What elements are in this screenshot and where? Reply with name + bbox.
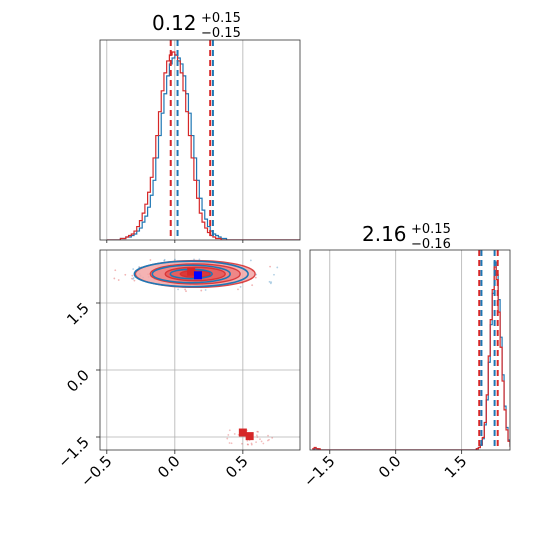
tick-labels: −0.5 0.0 0.5 −1.5 0.0 1.5 −1.5 0.0 1.5 <box>54 240 470 491</box>
scatter-point <box>184 288 187 291</box>
scatter-point <box>241 442 243 445</box>
scatter-point <box>163 259 166 262</box>
scatter-point <box>226 437 229 440</box>
x-tick-label-param1: 0.0 <box>375 452 405 482</box>
y-tick-label-param1: 0.0 <box>63 366 93 396</box>
scatter-point <box>114 269 117 272</box>
histogram-param1 <box>309 249 511 451</box>
scatter-point <box>254 276 257 279</box>
scatter-point <box>174 258 176 261</box>
scatter-point <box>262 442 265 445</box>
scatter-point <box>256 436 259 438</box>
scatter-point <box>124 273 127 276</box>
scatter-point <box>200 289 203 292</box>
scatter-point <box>185 290 187 293</box>
contour-series-a <box>151 264 231 284</box>
histogram-param0 <box>99 39 301 241</box>
y-tick-label-param1: 1.5 <box>63 299 93 329</box>
scatter-point <box>247 443 249 446</box>
scatter-point <box>246 439 249 442</box>
scatter-point <box>256 430 259 433</box>
scatter-point <box>133 279 136 282</box>
joint-density-panel <box>99 249 301 451</box>
scatter-point <box>227 434 230 436</box>
scatter-point <box>132 268 135 270</box>
scatter-point <box>237 288 239 291</box>
marker-series-b <box>245 432 254 441</box>
histogram-line-series_a <box>106 54 300 240</box>
title-param1-value: 2.16 <box>362 222 407 246</box>
scatter-point <box>131 274 134 277</box>
scatter-point <box>228 442 231 444</box>
x-tick-label-param0: −0.5 <box>77 452 115 490</box>
histogram-line-series_b <box>312 266 510 450</box>
scatter-point <box>268 280 271 283</box>
scatter-point <box>255 441 257 444</box>
x-tick-label-param0: 0.0 <box>154 452 184 482</box>
scatter-point <box>269 265 271 268</box>
scatter-point <box>268 438 270 441</box>
scatter-point <box>256 434 258 437</box>
histogram-line-series_a <box>312 261 510 450</box>
scatter-point <box>259 438 261 441</box>
scatter-point <box>260 440 263 443</box>
scatter-point <box>117 279 120 281</box>
scatter-point <box>270 281 273 284</box>
scatter-point <box>198 258 201 261</box>
panel-frame <box>99 249 301 451</box>
marker-series-b <box>187 267 196 276</box>
scatter-point <box>177 288 179 291</box>
panel-frame <box>309 249 511 451</box>
marker-series-b <box>238 428 247 437</box>
title-param1: 2.16 +0.15 −0.16 <box>362 222 451 252</box>
scatter-point <box>132 278 134 280</box>
scatter-point <box>273 273 275 276</box>
contour-series-a <box>133 260 249 288</box>
scatter-point <box>163 258 166 261</box>
scatter-point <box>138 266 140 269</box>
scatter-point <box>233 433 236 435</box>
scatter-point <box>130 277 133 280</box>
marker-series-a <box>193 271 202 280</box>
x-tick-label-param0: 0.5 <box>222 452 252 482</box>
scatter-point <box>149 259 152 261</box>
panel-frame <box>99 39 301 241</box>
scatter-point <box>250 443 253 446</box>
scatter-point <box>204 289 207 291</box>
title-param0-plus: +0.15 <box>201 11 241 26</box>
x-tick-label-param1: 1.5 <box>441 452 471 482</box>
scatter-point <box>271 436 274 439</box>
title-param0: 0.12 +0.15 −0.15 <box>152 11 241 41</box>
x-tick-label-param1: −1.5 <box>300 452 338 490</box>
scatter-point <box>249 259 252 262</box>
scatter-point <box>250 442 253 445</box>
y-tick-label-param1: −1.5 <box>54 433 92 471</box>
histogram-line-series_b <box>106 51 300 240</box>
scatter-point <box>266 439 269 442</box>
scatter-point <box>269 282 272 285</box>
scatter-point <box>132 276 135 279</box>
scatter-point <box>257 430 259 433</box>
title-param0-minus: −0.15 <box>201 26 241 41</box>
title-param0-value: 0.12 <box>152 11 197 35</box>
scatter-point <box>239 285 242 288</box>
scatter-point <box>276 266 279 269</box>
scatter-point <box>246 443 249 446</box>
scatter-point <box>113 277 116 280</box>
scatter-point <box>228 429 231 432</box>
title-param1-minus: −0.16 <box>411 237 451 252</box>
title-param1-plus: +0.15 <box>411 222 451 237</box>
scatter-point <box>230 442 233 445</box>
scatter-point <box>267 434 269 437</box>
scatter-point <box>251 284 254 287</box>
